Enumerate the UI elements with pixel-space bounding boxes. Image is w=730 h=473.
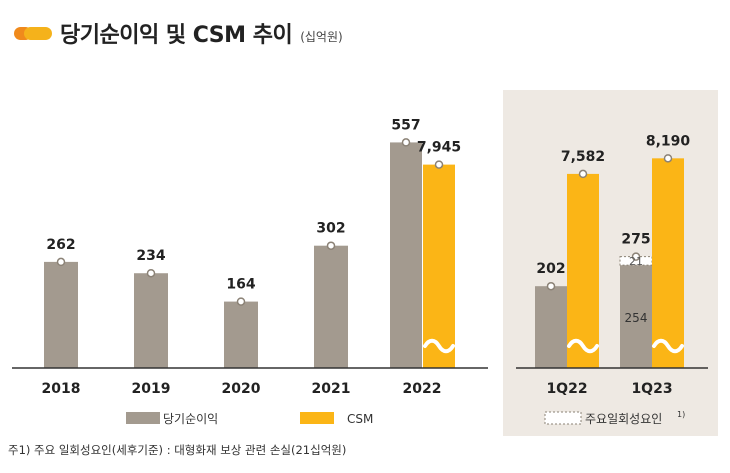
axis-break-csm-2022: [423, 338, 455, 354]
bar-net-income-1Q23: [620, 265, 652, 368]
title-row: 당기순이익 및 CSM 추이 (십억원): [14, 16, 343, 50]
marker-net-income-2021: [326, 241, 336, 250]
bar-net-income-2018: [44, 261, 78, 368]
bar-net-income-2022: [390, 142, 422, 368]
marker-csm-2022: [434, 160, 444, 169]
label-net-income-2019: 234: [136, 248, 165, 264]
marker-csm-1Q22: [578, 169, 588, 179]
label-csm-2022: 7,945: [417, 140, 461, 156]
category-label-1Q23: 1Q23: [631, 381, 672, 397]
axis-break-csm-1Q22: [567, 338, 599, 354]
label-net-income-1Q22: 202: [536, 261, 565, 277]
legend-swatch-net-income: [126, 412, 160, 424]
label-net-income-1Q23: 275: [621, 232, 650, 248]
marker-net-income-1Q23: [631, 252, 641, 261]
marker-net-income-1Q22: [546, 281, 556, 291]
axis-break-csm-1Q23: [652, 338, 684, 354]
label-net-income-2018: 262: [46, 237, 75, 253]
label-one-off-1Q23: 21: [629, 255, 643, 268]
legend-swatch-one-off: [544, 411, 582, 425]
legend-label-net-income: 당기순이익: [163, 412, 218, 426]
category-label-2021: 2021: [312, 381, 351, 397]
marker-net-income-2022: [401, 138, 411, 147]
legend-label-csm: CSM: [347, 412, 373, 426]
category-label-2022: 2022: [403, 381, 442, 397]
marker-csm-1Q23: [663, 154, 673, 163]
legend-label-one-off: 주요일회성요인: [585, 412, 662, 426]
title-accent-icon: [14, 26, 52, 40]
legend-footnote-marker: 1): [677, 410, 685, 419]
footnote: 주1) 주요 일회성요인(세후기준) : 대형화재 보상 관련 손실(21십억원…: [8, 443, 347, 457]
label-csm-1Q22: 7,582: [561, 149, 605, 165]
bar-net-income-2020: [224, 301, 258, 368]
legend-swatch-csm: [300, 412, 334, 424]
category-label-1Q22: 1Q22: [546, 381, 587, 397]
label-csm-1Q23: 8,190: [646, 133, 691, 149]
category-label-2018: 2018: [42, 381, 81, 397]
chart-title: 당기순이익 및 CSM 추이: [60, 23, 293, 48]
bar-net-income-1Q22: [535, 286, 567, 368]
bar-net-income-2019: [134, 273, 168, 368]
marker-net-income-2018: [56, 257, 66, 267]
bar-csm-1Q22: [567, 173, 599, 368]
category-label-2020: 2020: [222, 381, 261, 397]
label-net-income-2021: 302: [316, 221, 345, 237]
bar-net-income-2021: [314, 245, 348, 368]
label-net-income-2022: 557: [391, 117, 420, 133]
label-net-income-2020: 164: [226, 277, 255, 293]
unit-label: (십억원): [300, 29, 343, 44]
label-base-1Q23: 254: [625, 311, 648, 325]
marker-net-income-2020: [236, 297, 246, 306]
bar-csm-2022: [423, 164, 455, 368]
bar-csm-1Q23: [652, 158, 684, 368]
marker-net-income-2019: [146, 268, 156, 278]
category-label-2019: 2019: [132, 381, 171, 397]
